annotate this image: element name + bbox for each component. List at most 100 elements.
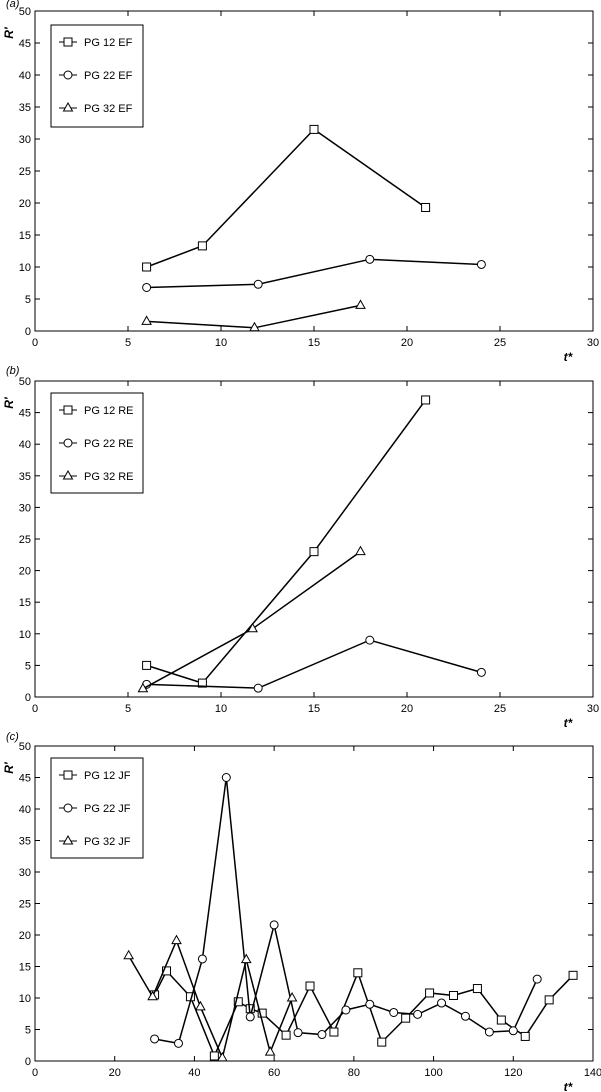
data-point [508,1026,518,1036]
data-point [484,1027,494,1037]
x-tick-label: 40 [188,1067,200,1079]
data-point [476,667,486,677]
x-tick-label: 25 [494,703,506,715]
series-square [142,124,431,272]
data-point [142,262,152,272]
x-tick-label: 25 [494,337,506,349]
data-point [544,995,554,1005]
x-tick-label: 0 [32,1067,38,1079]
x-axis-label: t* [564,716,574,730]
data-point [171,934,182,945]
y-tick-label: 50 [19,6,31,18]
x-tick-label: 80 [348,1067,360,1079]
panel-label: (b) [6,365,20,377]
x-tick-label: 100 [424,1067,442,1079]
chart-panel-1: (a) 0 5 10 15 20 25 30 35 40 45 50 0 5 10 15 20 25 30 R′ t* P… [2,0,599,364]
y-tick-label: 45 [19,408,31,420]
legend: PG 12 RE PG 22 RE PG 32 RE [50,392,144,494]
legend-marker [63,37,73,47]
legend-entry: PG 32 EF [84,103,133,115]
x-tick-label: 10 [215,337,227,349]
series-line [146,639,482,689]
data-point [245,1012,255,1022]
data-point [401,1013,411,1023]
series-circle [150,773,542,1048]
data-point [520,1031,530,1041]
data-point [365,999,375,1009]
data-point [216,1051,228,1062]
series-line [146,128,427,268]
data-point [197,241,207,251]
y-tick-label: 15 [19,962,31,974]
legend: PG 12 EF PG 22 EF PG 32 EF [50,24,144,128]
legend-marker [62,834,74,845]
data-point [437,998,447,1008]
x-tick-label: 0 [32,703,38,715]
legend-marker [63,438,73,448]
data-point [305,981,315,991]
x-tick-label: 0 [32,337,38,349]
legend-entry: PG 22 RE [84,438,134,450]
data-point [413,1009,423,1019]
y-tick-label: 20 [19,566,31,578]
y-tick-label: 10 [19,262,31,274]
data-point [209,1051,219,1061]
data-point [449,990,458,1000]
data-point [123,949,135,960]
legend-marker [63,70,73,80]
data-point [142,282,152,292]
data-point [355,299,366,309]
x-tick-label: 5 [125,703,131,715]
series-circle [142,254,486,292]
data-point [353,968,363,978]
y-tick-label: 35 [19,102,31,114]
data-point [309,124,319,134]
legend-marker [63,405,73,415]
data-point [532,974,542,984]
y-tick-label: 40 [19,70,31,82]
data-point [309,547,319,557]
y-tick-label: 0 [25,1056,31,1068]
data-point [162,966,172,976]
data-point [293,1028,303,1038]
legend-entry: PG 12 JF [84,770,131,782]
x-axis-label: t* [564,350,574,364]
y-tick-label: 40 [19,439,31,451]
y-tick-label: 10 [19,629,31,641]
x-tick-label: 15 [308,703,320,715]
data-point [233,997,243,1007]
data-point [389,1007,399,1017]
y-tick-label: 20 [19,198,31,210]
y-tick-label: 5 [25,294,31,306]
x-axis-label: t* [564,1080,574,1092]
series-line [153,969,574,1058]
data-point [253,279,263,289]
x-tick-label: 5 [125,337,131,349]
y-tick-label: 45 [19,773,31,785]
data-point [472,984,482,994]
series-square [142,395,431,688]
y-tick-label: 20 [19,930,31,942]
y-tick-label: 40 [19,804,31,816]
x-tick-label: 30 [587,703,599,715]
data-point [150,1034,160,1044]
data-point [460,1011,470,1021]
data-point [281,1030,291,1040]
x-tick-label: 15 [308,337,320,349]
data-point [253,683,263,693]
data-point [329,1027,339,1037]
chart-panel-2: (b) 0 5 10 15 20 25 30 35 40 45 50 0 5 10 15 20 25 30 R′ t* P… [2,365,599,730]
y-tick-label: 5 [25,1025,31,1037]
y-tick-label: 35 [19,836,31,848]
data-point [195,1000,206,1011]
data-point [365,254,375,264]
data-point [341,1005,351,1015]
y-tick-label: 0 [25,326,31,338]
legend-entry: PG 32 JF [84,836,131,848]
data-point [355,545,366,556]
chart-panel-3: (c) 0 5 10 15 20 25 30 35 40 45 50 0 20 40 60 80 100 120 14… [2,731,601,1092]
y-tick-label: 30 [19,134,31,146]
series-line [146,258,482,289]
data-point [142,660,152,670]
